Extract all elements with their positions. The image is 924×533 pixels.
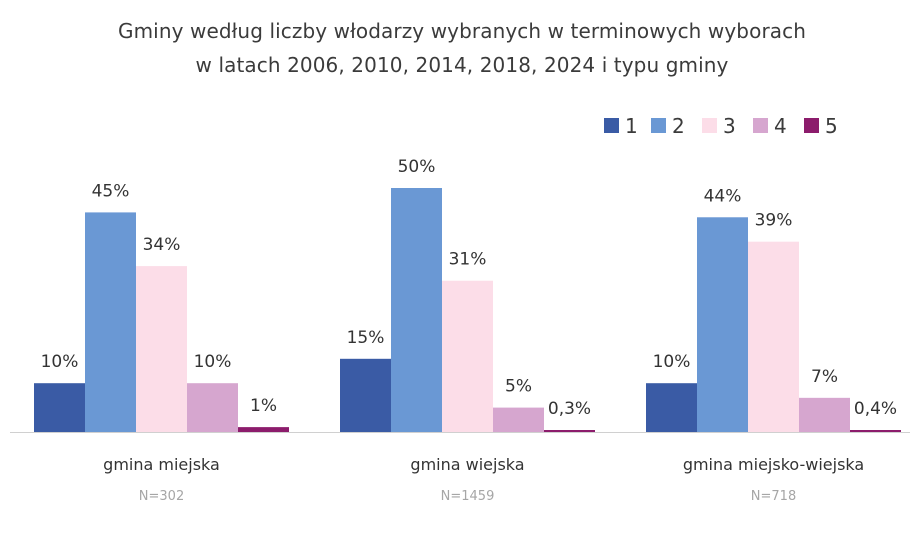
category-label-1: gmina miejska: [103, 455, 220, 474]
data-label-2-series-2: 50%: [398, 157, 436, 177]
legend-swatch-3: [702, 118, 717, 133]
data-label-2-series-4: 5%: [505, 377, 532, 397]
chart-title-line-2: w latach 2006, 2010, 2014, 2018, 2024 i …: [195, 53, 729, 77]
data-label-2-series-1: 15%: [347, 328, 385, 348]
legend-swatch-1: [604, 118, 619, 133]
bar-1-series-3: [136, 266, 187, 432]
bar-1-series-4: [187, 383, 238, 432]
data-label-3-series-4: 7%: [811, 367, 838, 387]
bar-3-series-2: [697, 217, 748, 432]
bar-3-series-1: [646, 383, 697, 432]
bar-2-series-2: [391, 188, 442, 432]
data-label-1-series-2: 45%: [92, 181, 130, 201]
bar-1-series-1: [34, 383, 85, 432]
category-label-3: gmina miejsko-wiejska: [683, 455, 864, 474]
bar-2-series-3: [442, 280, 493, 432]
legend-swatch-4: [753, 118, 768, 133]
bar-1-series-5: [238, 427, 289, 432]
data-label-1-series-1: 10%: [41, 352, 79, 372]
legend-swatch-5: [804, 118, 819, 133]
bar-3-series-4: [799, 397, 850, 432]
legend-label-3: 3: [723, 114, 736, 138]
bar-2-series-5: [544, 430, 595, 432]
data-label-3-series-5: 0,4%: [854, 399, 897, 419]
legend-label-1: 1: [625, 114, 638, 138]
bar-3-series-3: [748, 241, 799, 432]
bar-2-series-4: [493, 407, 544, 432]
data-label-1-series-5: 1%: [250, 396, 277, 416]
data-label-3-series-1: 10%: [653, 352, 691, 372]
data-label-2-series-5: 0,3%: [548, 399, 591, 419]
legend-label-5: 5: [825, 114, 838, 138]
data-label-1-series-4: 10%: [194, 352, 232, 372]
data-label-1-series-3: 34%: [143, 235, 181, 255]
data-label-3-series-3: 39%: [755, 211, 793, 231]
bar-2-series-1: [340, 358, 391, 432]
chart-title-line-1: Gminy według liczby włodarzy wybranych w…: [117, 19, 806, 43]
bar-3-series-5: [850, 430, 901, 432]
legend-swatch-2: [651, 118, 666, 133]
bar-1-series-2: [85, 212, 136, 432]
legend-label-4: 4: [774, 114, 787, 138]
legend-label-2: 2: [672, 114, 685, 138]
sample-size-label-3: N=718: [751, 489, 796, 504]
data-label-3-series-2: 44%: [704, 186, 742, 206]
category-label-2: gmina wiejska: [410, 455, 524, 474]
chart-title: Gminy według liczby włodarzy wybranych w…: [0, 14, 924, 82]
sample-size-label-2: N=1459: [441, 489, 495, 504]
data-label-2-series-3: 31%: [449, 250, 487, 270]
sample-size-label-1: N=302: [139, 489, 184, 504]
